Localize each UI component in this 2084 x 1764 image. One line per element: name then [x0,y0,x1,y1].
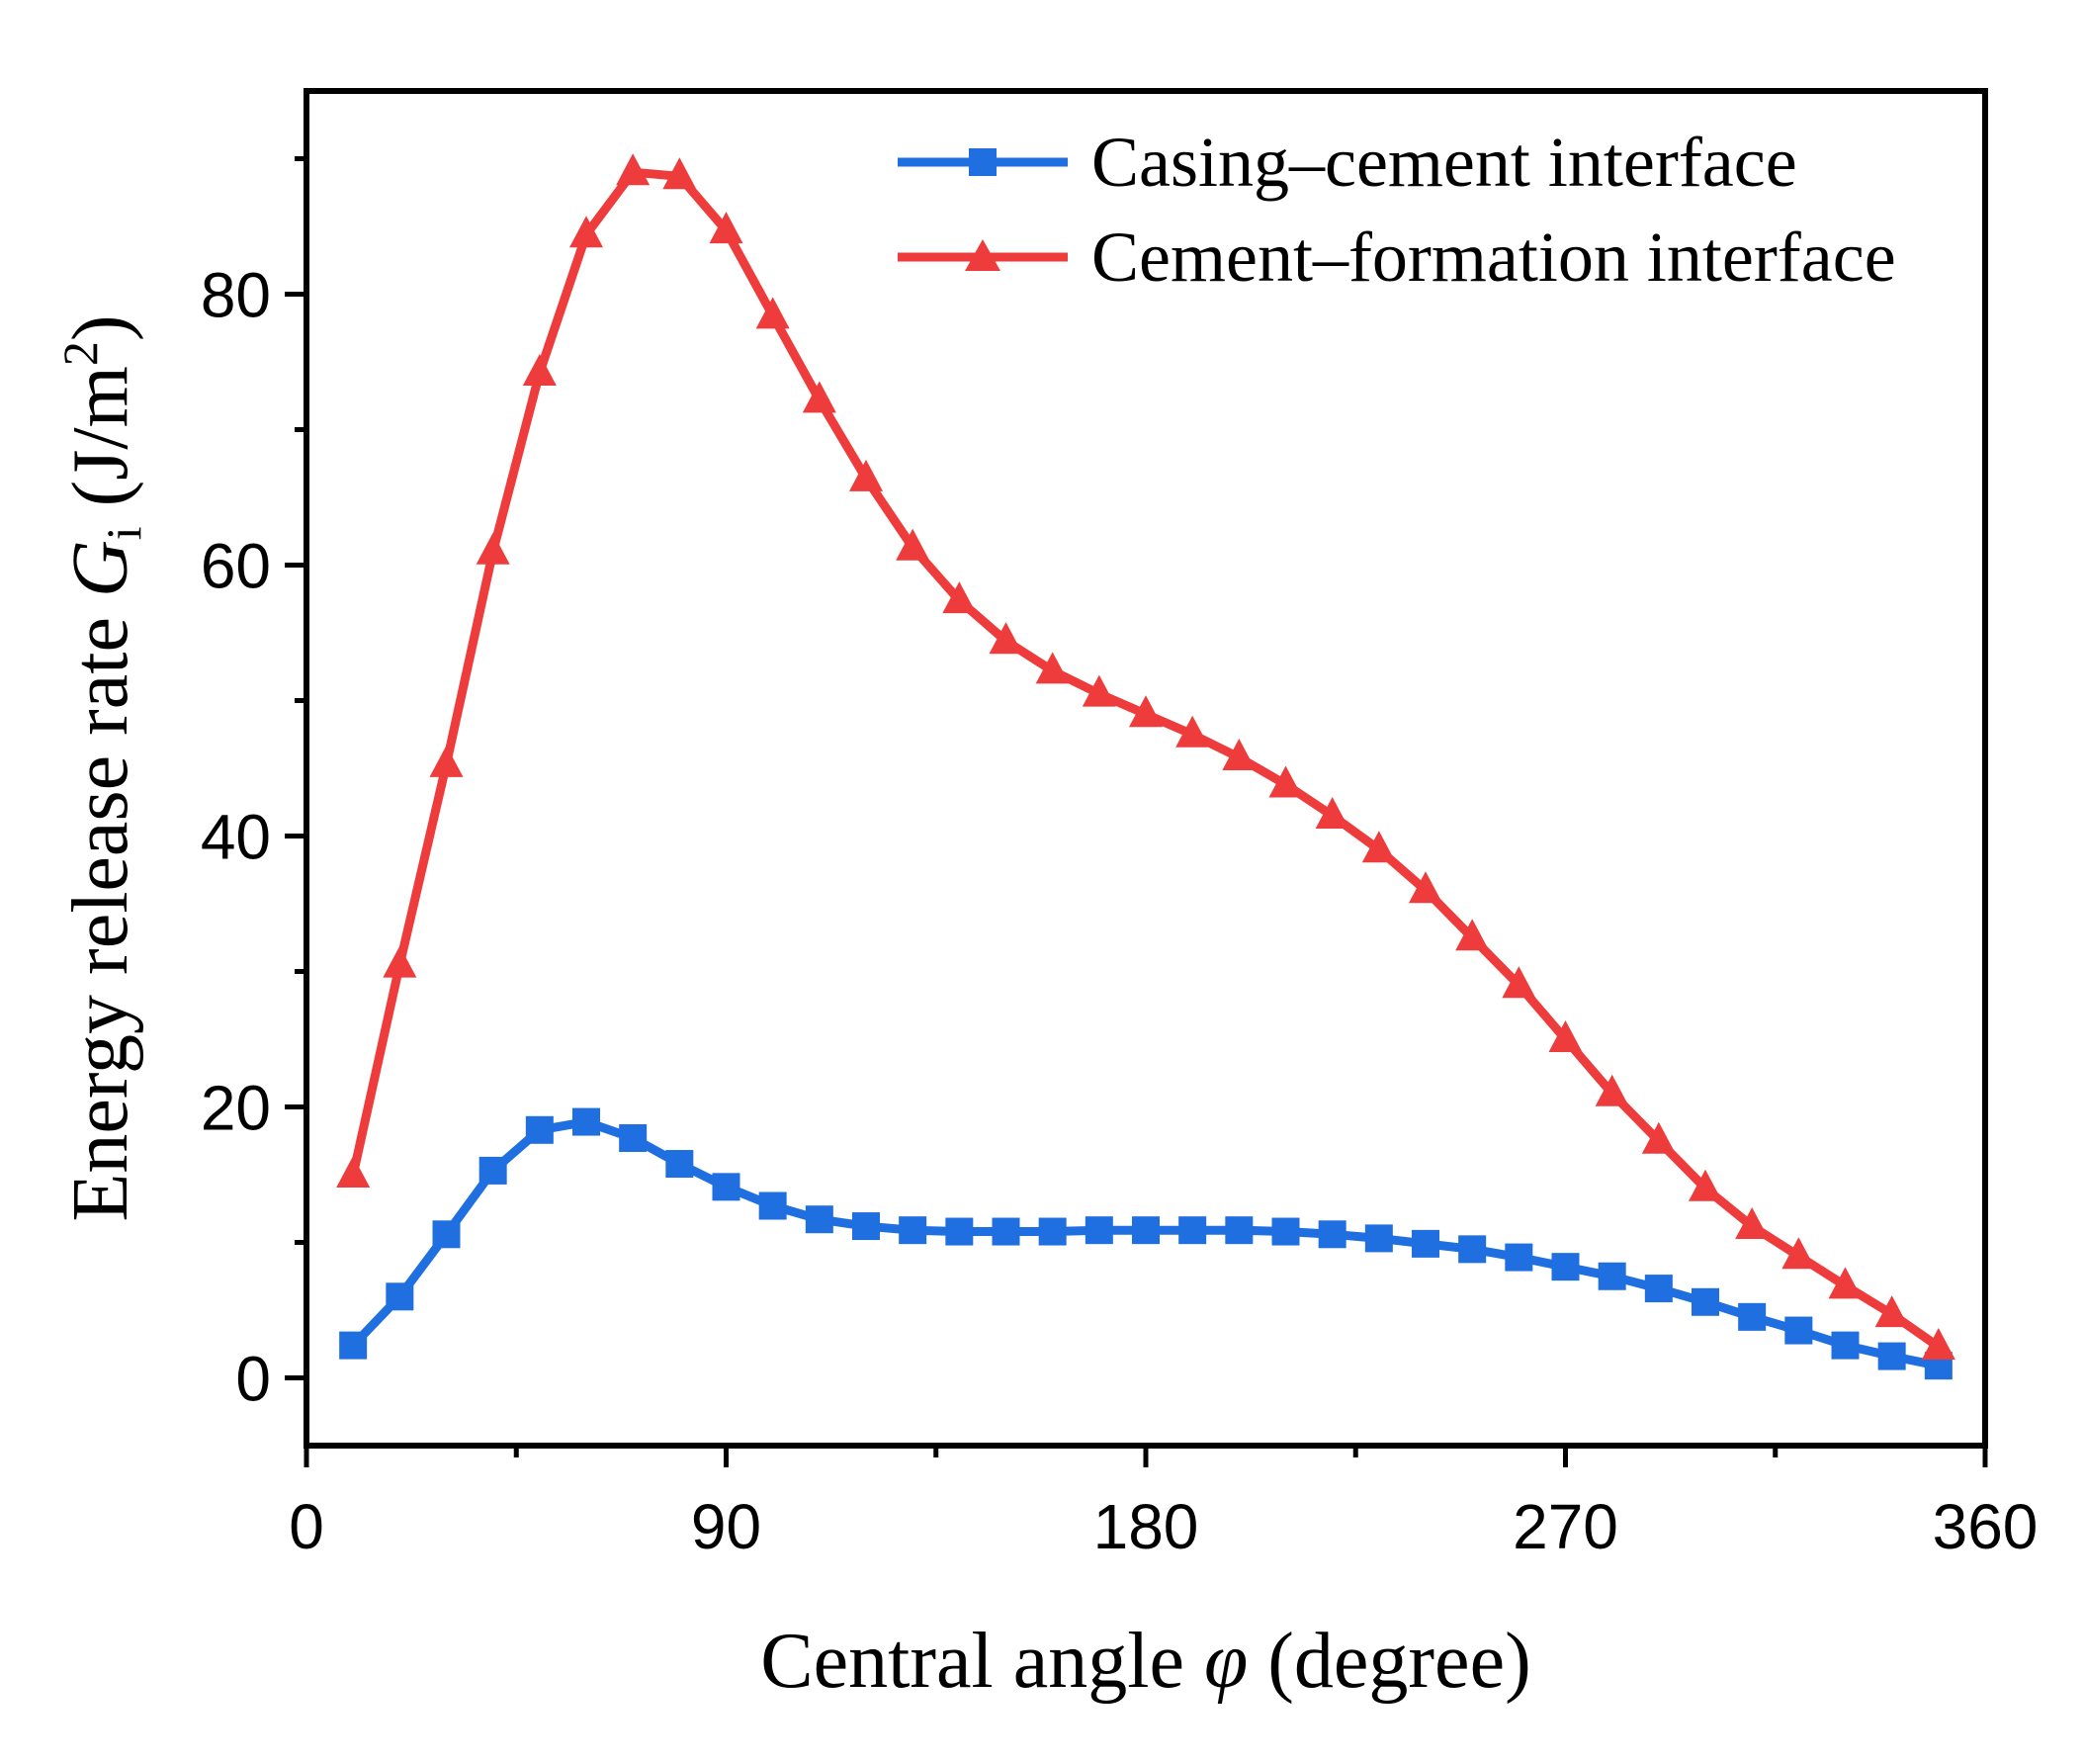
legend-label-casing-cement: Casing–cement interface [1091,123,1797,202]
x-tick-label: 0 [289,1491,324,1562]
data-point-cement-formation [755,297,790,329]
data-point-cement-formation [1409,871,1442,904]
data-point-casing-cement [992,1217,1020,1246]
legend-label-cement-formation: Cement–formation interface [1091,218,1896,297]
y-tick-label: 60 [201,531,271,602]
data-point-casing-cement [805,1205,833,1234]
data-point-cement-formation [616,153,651,186]
data-point-casing-cement [432,1220,461,1249]
x-axis-title: Central angle φ (degree) [760,1618,1530,1705]
data-point-casing-cement [1831,1331,1860,1360]
data-point-casing-cement [1364,1224,1393,1253]
y-tick-label: 80 [201,260,271,331]
data-point-cement-formation [709,212,743,244]
data-point-cement-formation [1129,695,1163,728]
data-point-casing-cement [525,1115,554,1144]
data-point-cement-formation [1361,831,1396,863]
data-point-casing-cement [339,1331,368,1360]
data-point-casing-cement [1784,1316,1813,1345]
data-point-casing-cement [758,1191,787,1220]
data-point-cement-formation [522,353,557,386]
legend-marker-casing-cement [969,148,997,176]
data-point-casing-cement [1132,1216,1160,1245]
y-axis: 0 20 40 60 80 [201,156,306,1415]
data-point-cement-formation [1548,1020,1583,1052]
data-point-casing-cement [899,1216,927,1245]
data-point-cement-formation [569,216,603,248]
data-point-casing-cement [852,1212,880,1241]
data-point-cement-formation [942,581,977,614]
data-point-cement-formation [336,1156,371,1188]
data-point-cement-formation [1874,1295,1909,1328]
data-point-casing-cement [1412,1229,1439,1258]
data-point-cement-formation [1175,715,1210,748]
data-point-casing-cement [665,1150,694,1179]
data-point-cement-formation [429,745,464,777]
x-tick-label: 360 [1933,1491,2039,1562]
data-point-casing-cement [619,1124,648,1153]
legend: Casing–cement interface Cement–formation… [898,123,1896,297]
data-point-cement-formation [1455,919,1490,951]
data-point-cement-formation [849,459,883,491]
data-point-casing-cement [1458,1235,1487,1264]
legend-entry-casing-cement: Casing–cement interface [898,123,1797,202]
x-axis: 0 90 180 270 360 [289,1446,2038,1562]
data-point-casing-cement [1038,1217,1067,1246]
data-point-casing-cement [1644,1275,1673,1303]
y-tick-label: 40 [201,802,271,873]
data-point-cement-formation [1921,1327,1955,1360]
data-point-cement-formation [802,381,836,413]
data-point-casing-cement [1271,1217,1300,1246]
data-point-casing-cement [1738,1302,1767,1331]
data-point-cement-formation [1595,1074,1629,1106]
y-tick-label: 20 [201,1073,271,1144]
x-tick-label: 90 [691,1491,761,1562]
data-point-casing-cement [1877,1342,1906,1370]
data-point-casing-cement [712,1173,740,1201]
data-point-cement-formation [1082,674,1116,707]
data-point-casing-cement [572,1107,600,1136]
data-point-casing-cement [1505,1243,1533,1272]
x-tick-label: 180 [1093,1491,1199,1562]
data-point-casing-cement [1551,1253,1580,1281]
data-point-casing-cement [386,1282,414,1311]
data-point-cement-formation [1641,1121,1676,1154]
data-point-cement-formation [476,532,510,565]
plot-area [336,153,1955,1380]
legend-entry-cement-formation: Cement–formation interface [898,218,1896,297]
legend-marker-cement-formation [965,239,1000,271]
data-point-cement-formation [1268,765,1303,798]
data-point-cement-formation [1502,966,1536,999]
data-point-cement-formation [662,157,697,190]
y-axis-title: Energy release rate Gi (J/m2) [52,314,151,1221]
y-tick-label: 0 [235,1344,271,1415]
data-point-cement-formation [989,622,1023,655]
data-point-casing-cement [1178,1216,1207,1245]
x-tick-label: 270 [1513,1491,1618,1562]
data-point-casing-cement [945,1217,974,1246]
data-point-casing-cement [1318,1220,1346,1249]
data-point-casing-cement [1085,1216,1113,1245]
data-point-cement-formation [1828,1267,1863,1299]
data-point-casing-cement [1692,1287,1719,1316]
data-point-cement-formation [1781,1237,1816,1270]
data-point-casing-cement [478,1156,507,1185]
data-point-cement-formation [896,528,930,561]
data-point-cement-formation [1315,796,1349,829]
data-point-cement-formation [1735,1207,1770,1240]
data-point-cement-formation [1689,1169,1722,1201]
data-point-casing-cement [1225,1216,1254,1245]
data-point-cement-formation [383,945,417,978]
data-point-casing-cement [1598,1262,1626,1290]
data-point-cement-formation [1035,652,1070,684]
data-point-cement-formation [1222,739,1257,771]
series-line-cement-formation [348,167,1942,1351]
